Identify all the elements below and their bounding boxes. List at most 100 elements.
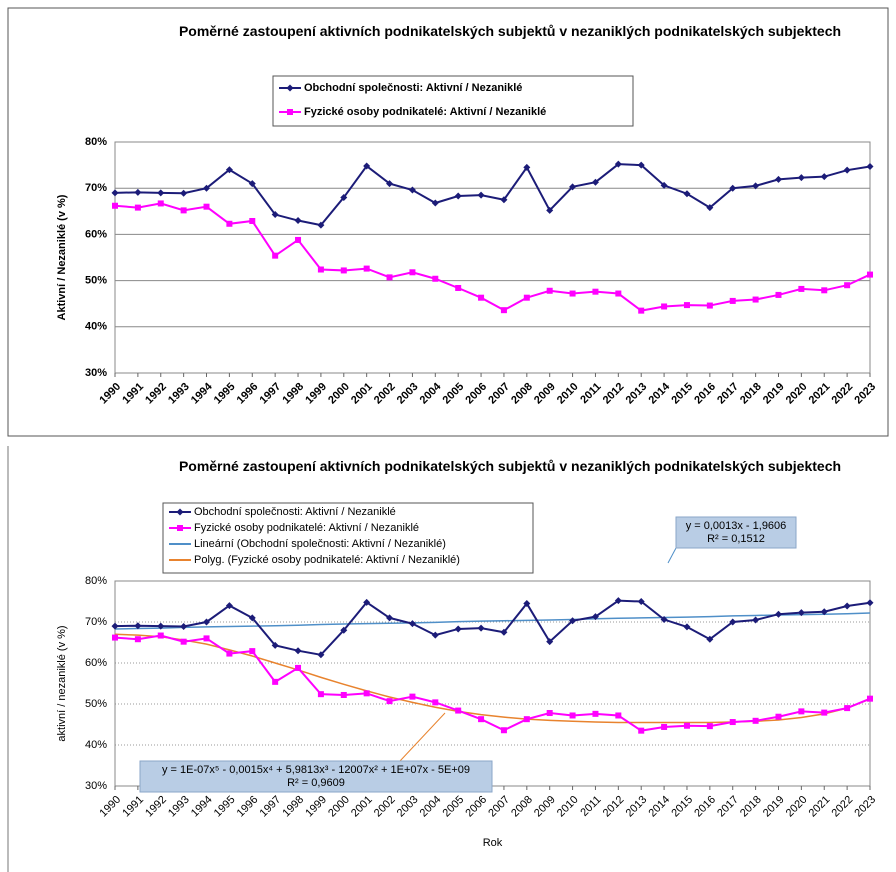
x-tick-label: 2017	[715, 381, 741, 407]
data-point	[226, 650, 233, 657]
data-point	[225, 602, 233, 610]
data-point	[272, 678, 279, 685]
data-point	[340, 267, 347, 274]
x-tick-label: 2001	[349, 794, 375, 820]
data-point	[500, 307, 507, 314]
data-point	[569, 290, 576, 297]
data-point	[706, 723, 713, 730]
data-point	[706, 635, 714, 643]
x-tick-label: 1994	[189, 380, 215, 406]
leader-line	[399, 712, 446, 762]
data-point	[478, 716, 485, 723]
trendline-label-box	[675, 516, 797, 549]
data-point	[546, 287, 553, 294]
data-point	[637, 161, 645, 169]
x-tick-label: 1997	[258, 381, 284, 407]
data-point	[317, 651, 325, 659]
data-point	[591, 178, 599, 186]
x-tick-label: 2018	[738, 794, 764, 820]
data-point	[225, 166, 233, 174]
data-point	[752, 616, 760, 624]
x-axis-label: Rok	[483, 837, 503, 849]
x-tick-label: 1990	[97, 794, 123, 820]
series-line	[114, 599, 871, 656]
x-tick-label: 2006	[463, 381, 489, 407]
series-line	[114, 634, 871, 732]
series-line	[114, 633, 871, 724]
x-tick-label: 1999	[303, 381, 329, 407]
x-tick-label: 1996	[235, 381, 261, 407]
x-tick-label: 1993	[166, 381, 192, 407]
data-point	[569, 712, 576, 719]
data-point	[408, 620, 416, 628]
data-point	[249, 648, 256, 655]
data-point	[546, 206, 554, 214]
data-point	[866, 162, 874, 170]
data-point	[729, 618, 737, 626]
data-point	[340, 193, 348, 201]
x-tick-label: 1995	[212, 381, 238, 407]
x-tick-label: 2015	[669, 381, 695, 407]
data-point	[272, 252, 279, 259]
x-tick-label: 2018	[738, 381, 764, 407]
x-tick-label: 2023	[852, 794, 878, 820]
data-point	[134, 622, 142, 630]
legend-marker	[286, 84, 294, 92]
data-point	[409, 693, 416, 700]
data-point	[614, 597, 622, 605]
data-point	[843, 166, 851, 174]
y-axis-label: Aktivní / Nezaniklé (v %)	[56, 194, 68, 320]
y-tick-label: 30%	[85, 367, 107, 379]
data-point	[157, 632, 164, 639]
data-point	[683, 722, 690, 729]
legend-label: Lineární (Obchodní společnosti: Aktivní …	[194, 538, 446, 550]
data-point	[661, 303, 668, 310]
x-tick-label: 1999	[303, 794, 329, 820]
y-axis-label: aktivní / nezaniklé (v %)	[56, 625, 68, 741]
x-tick-label: 2007	[486, 794, 512, 820]
data-point	[271, 211, 279, 219]
trendline-equation: y = 1E-07x⁵ - 0,0015x⁴ + 5,9813x³ - 1200…	[162, 764, 470, 776]
data-point	[592, 288, 599, 295]
data-point	[844, 705, 851, 712]
y-tick-label: 60%	[85, 657, 107, 669]
data-point	[867, 271, 873, 278]
x-tick-label: 2009	[532, 794, 558, 820]
data-point	[409, 269, 416, 276]
x-tick-label: 1992	[143, 794, 169, 820]
x-tick-label: 1992	[143, 381, 169, 407]
trendline-r2: R² = 0,9609	[287, 777, 345, 789]
data-point	[798, 708, 805, 715]
data-point	[363, 598, 371, 606]
data-point	[775, 713, 782, 720]
trendline-label-box	[139, 760, 493, 793]
x-tick-label: 2006	[463, 794, 489, 820]
x-tick-label: 2021	[807, 794, 833, 820]
data-point	[569, 617, 577, 625]
trendline-r2: R² = 0,1512	[707, 533, 765, 545]
data-point	[180, 623, 188, 631]
data-point	[134, 188, 142, 196]
data-point	[546, 638, 554, 646]
x-tick-label: 1998	[280, 794, 306, 820]
data-point	[477, 191, 485, 199]
x-tick-label: 2004	[418, 380, 444, 406]
data-point	[455, 707, 462, 714]
x-tick-label: 2012	[601, 381, 627, 407]
x-tick-label: 2016	[692, 381, 718, 407]
data-point	[683, 623, 691, 631]
x-tick-label: 1990	[97, 381, 123, 407]
chart-title-box: Poměrné zastoupení aktivních podnikatels…	[179, 458, 841, 474]
data-point	[294, 217, 302, 225]
data-point	[729, 184, 737, 192]
x-tick-label: 2020	[784, 794, 810, 820]
x-tick-label: 2007	[486, 381, 512, 407]
data-point	[591, 613, 599, 621]
data-point	[363, 265, 370, 272]
data-point	[752, 182, 760, 190]
data-point	[134, 204, 141, 211]
data-point	[775, 291, 782, 298]
legend-label: Fyzické osoby podnikatelé: Aktivní / Nez…	[194, 522, 419, 534]
data-point	[340, 691, 347, 698]
data-point	[866, 599, 874, 607]
